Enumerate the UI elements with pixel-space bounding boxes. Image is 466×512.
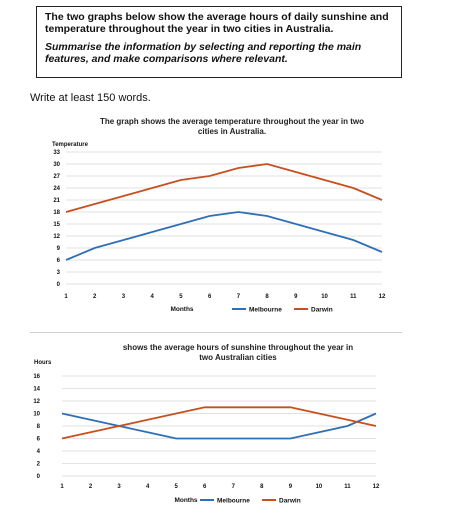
series-line-darwin [65, 163, 383, 213]
series-line-darwin [61, 406, 377, 440]
x-tick-label: 1 [64, 294, 68, 300]
x-tick-label: 4 [151, 294, 155, 300]
y-tick-label: 30 [53, 162, 60, 168]
x-tick-label: 6 [203, 484, 207, 490]
y-tick-label: 14 [33, 387, 40, 393]
chart-title-line-2: two Australian cities [199, 353, 277, 362]
x-tick-label: 8 [265, 294, 269, 300]
legend-entry-melbourne: Melbourne [249, 307, 282, 314]
y-tick-label: 3 [57, 270, 61, 276]
x-tick-label: 12 [379, 294, 386, 300]
x-tick-label: 12 [373, 484, 380, 490]
y-tick-label: 33 [53, 150, 60, 156]
x-tick-label: 8 [260, 484, 264, 490]
x-tick-label: 9 [289, 484, 293, 490]
chart-title-line-1: shows the average hours of sunshine thro… [123, 343, 353, 352]
y-tick-label: 8 [37, 424, 41, 430]
y-tick-label: 12 [33, 399, 40, 405]
x-tick-label: 1 [60, 484, 64, 490]
task-prompt-box: The two graphs below show the average ho… [36, 6, 402, 78]
y-tick-label: 6 [37, 437, 41, 443]
task-requirements: Summarise the information by selecting a… [45, 41, 362, 65]
x-axis-label: Months [170, 306, 193, 313]
y-tick-label: 2 [37, 462, 41, 468]
x-tick-label: 9 [294, 294, 298, 300]
legend-entry-darwin: Darwin [279, 498, 301, 505]
x-tick-label: 5 [175, 484, 179, 490]
y-axis-label: Temperature [52, 142, 89, 148]
x-tick-label: 3 [117, 484, 121, 490]
chart-title-line-1: The graph shows the average temperature … [100, 117, 364, 126]
x-tick-label: 3 [122, 294, 126, 300]
x-tick-label: 7 [237, 294, 241, 300]
x-tick-label: 5 [179, 294, 183, 300]
sunshine-chart: shows the average hours of sunshine thro… [33, 343, 380, 505]
y-tick-label: 15 [53, 222, 60, 228]
x-tick-label: 7 [232, 484, 236, 490]
legend-entry-darwin: Darwin [311, 307, 333, 314]
series-line-melbourne [65, 211, 383, 261]
chart-title-line-2: cities in Australia. [198, 127, 266, 136]
chart-divider [30, 332, 402, 333]
legend-entry-melbourne: Melbourne [217, 498, 250, 505]
x-tick-label: 10 [316, 484, 323, 490]
x-tick-label: 2 [89, 484, 93, 490]
y-tick-label: 27 [53, 174, 60, 180]
y-tick-label: 0 [37, 474, 41, 480]
y-tick-label: 6 [57, 258, 61, 264]
y-tick-label: 18 [53, 210, 60, 216]
x-tick-label: 6 [208, 294, 212, 300]
y-tick-label: 16 [33, 374, 40, 380]
y-tick-label: 21 [53, 198, 60, 204]
y-tick-label: 4 [37, 449, 41, 455]
task-description: The two graphs below show the average ho… [45, 11, 389, 35]
series-line-melbourne [61, 412, 377, 440]
y-tick-label: 12 [53, 234, 60, 240]
temperature-chart: The graph shows the average temperature … [52, 117, 386, 314]
x-tick-label: 4 [146, 484, 150, 490]
y-tick-label: 10 [33, 412, 40, 418]
x-tick-label: 11 [350, 294, 357, 300]
y-axis-label: Hours [34, 360, 52, 366]
y-tick-label: 24 [53, 186, 60, 192]
y-tick-label: 0 [57, 282, 61, 288]
x-axis-label: Months [174, 497, 197, 504]
x-tick-label: 2 [93, 294, 97, 300]
y-tick-label: 9 [57, 246, 61, 252]
x-tick-label: 11 [344, 484, 351, 490]
word-count-instruction: Write at least 150 words. [30, 92, 151, 104]
x-tick-label: 10 [321, 294, 328, 300]
